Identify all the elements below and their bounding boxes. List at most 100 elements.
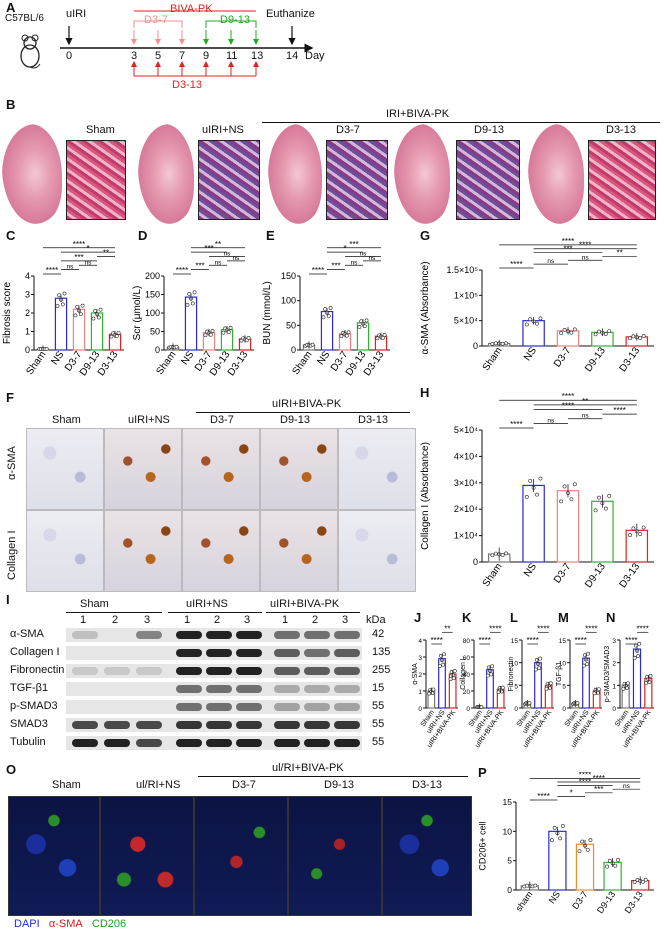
significance-label: ****	[625, 636, 637, 645]
y-tick-label: 0	[507, 885, 512, 895]
wb-lane-9: 3	[342, 614, 349, 626]
significance-label: ns	[360, 251, 368, 258]
data-point	[613, 863, 618, 868]
x-tick-label: D9-13	[583, 561, 608, 590]
panel-o-col-d3-13: D3-13	[412, 779, 442, 791]
data-point	[644, 681, 648, 685]
significance-label: ns	[369, 255, 377, 262]
y-tick-label: 60	[463, 655, 471, 662]
wb-kda-value: 42	[372, 628, 385, 640]
y-tick-label: 10	[511, 661, 519, 668]
ihc-sma-d9-13	[260, 428, 338, 510]
wb-kda-value: 55	[372, 718, 385, 730]
wb-band	[304, 739, 330, 747]
significance-label: ****	[510, 420, 522, 429]
data-point	[500, 553, 505, 557]
data-point	[44, 347, 49, 351]
ihc-sma-sham	[26, 428, 104, 510]
significance-label: ****	[46, 266, 58, 275]
y-tick-label: 15	[559, 638, 567, 645]
data-point	[109, 334, 114, 339]
wb-band	[236, 649, 262, 657]
data-point	[603, 506, 608, 511]
significance-label: ****	[562, 392, 574, 401]
panel-f-group-label: uIRI+BIVA-PK	[272, 398, 342, 410]
wb-kda-label: kDa	[366, 614, 386, 626]
wb-band	[236, 721, 262, 729]
data-point	[616, 858, 620, 862]
data-point	[192, 290, 197, 295]
wb-band	[206, 703, 232, 711]
data-point	[60, 302, 65, 307]
data-point	[636, 654, 641, 659]
wb-band	[274, 667, 300, 675]
data-point	[382, 333, 387, 337]
y-tick-label: 0	[562, 706, 566, 713]
wb-band	[72, 667, 98, 675]
panel-l-label: L	[510, 610, 518, 625]
significance-label: ****	[585, 624, 597, 633]
significance-label: ns	[547, 258, 555, 265]
panel-i-label: I	[6, 592, 10, 607]
data-point	[187, 292, 192, 296]
panel-f-row-collagen: Collagen I	[6, 530, 18, 580]
data-point	[580, 839, 585, 844]
data-point	[357, 325, 362, 329]
significance-label: ****	[312, 266, 324, 275]
wb-band	[236, 739, 262, 747]
y-tick-label: 5×10⁴	[454, 425, 478, 435]
data-point	[328, 306, 333, 310]
panel-o-col-d3-7: D3-7	[232, 779, 256, 791]
wb-band	[136, 667, 162, 675]
data-point	[533, 883, 538, 888]
panel-o-group-label: ul/RI+BIVA-PK	[272, 762, 344, 774]
data-point	[246, 336, 251, 340]
significance-label: ****	[73, 240, 85, 249]
ihc-collagen-d9-13	[260, 510, 338, 592]
significance-label: ns	[623, 783, 631, 790]
significance-label: *	[570, 788, 573, 797]
wb-protein-label: TGF-β1	[10, 682, 49, 694]
data-point	[558, 836, 563, 841]
wb-protein-label: Tubulin	[10, 736, 46, 748]
panel-b-title-d3-13: D3-13	[606, 124, 636, 136]
uiri-ns-kidney-section	[138, 124, 194, 224]
significance-label: *	[86, 244, 89, 253]
significance-label: **	[215, 240, 221, 249]
wb-biva-line	[266, 612, 360, 613]
wb-group-sham: Sham	[80, 598, 109, 610]
panel-f-col-sham: Sham	[52, 414, 81, 426]
data-point	[504, 551, 508, 556]
wb-kda-value: 135	[372, 646, 391, 658]
wb-ns-line	[168, 612, 262, 613]
x-tick-label: Sham	[481, 345, 505, 373]
y-tick-label: 0	[514, 706, 518, 713]
panel-c-label: C	[6, 228, 16, 243]
data-point	[91, 316, 96, 321]
uiri-label: uIRI	[66, 8, 87, 20]
y-tick-label: 0	[473, 557, 478, 567]
ihc-collagen-d3-7	[182, 510, 260, 592]
wb-band	[304, 703, 330, 711]
day-14: 14	[286, 50, 299, 62]
if-image-sham	[8, 796, 100, 916]
data-point	[593, 332, 598, 337]
d3-13-schedule-label: D3-13	[172, 79, 202, 91]
wb-band	[334, 649, 360, 657]
wb-band	[72, 721, 98, 729]
sham-zoom-image	[66, 140, 126, 220]
y-tick-label: 5	[514, 683, 518, 690]
y-tick-label: 50	[150, 327, 160, 337]
data-point	[538, 656, 543, 661]
y-axis-label: BUN (mmol/L)	[262, 281, 273, 344]
panel-b-label: B	[6, 97, 16, 112]
data-point	[632, 656, 637, 660]
significance-label: ***	[594, 785, 603, 794]
data-point	[226, 330, 231, 334]
significance-label: **	[103, 249, 109, 258]
wb-band	[104, 721, 130, 729]
data-point	[641, 334, 646, 338]
panel-b-group-line	[262, 122, 660, 123]
data-point	[339, 334, 344, 339]
